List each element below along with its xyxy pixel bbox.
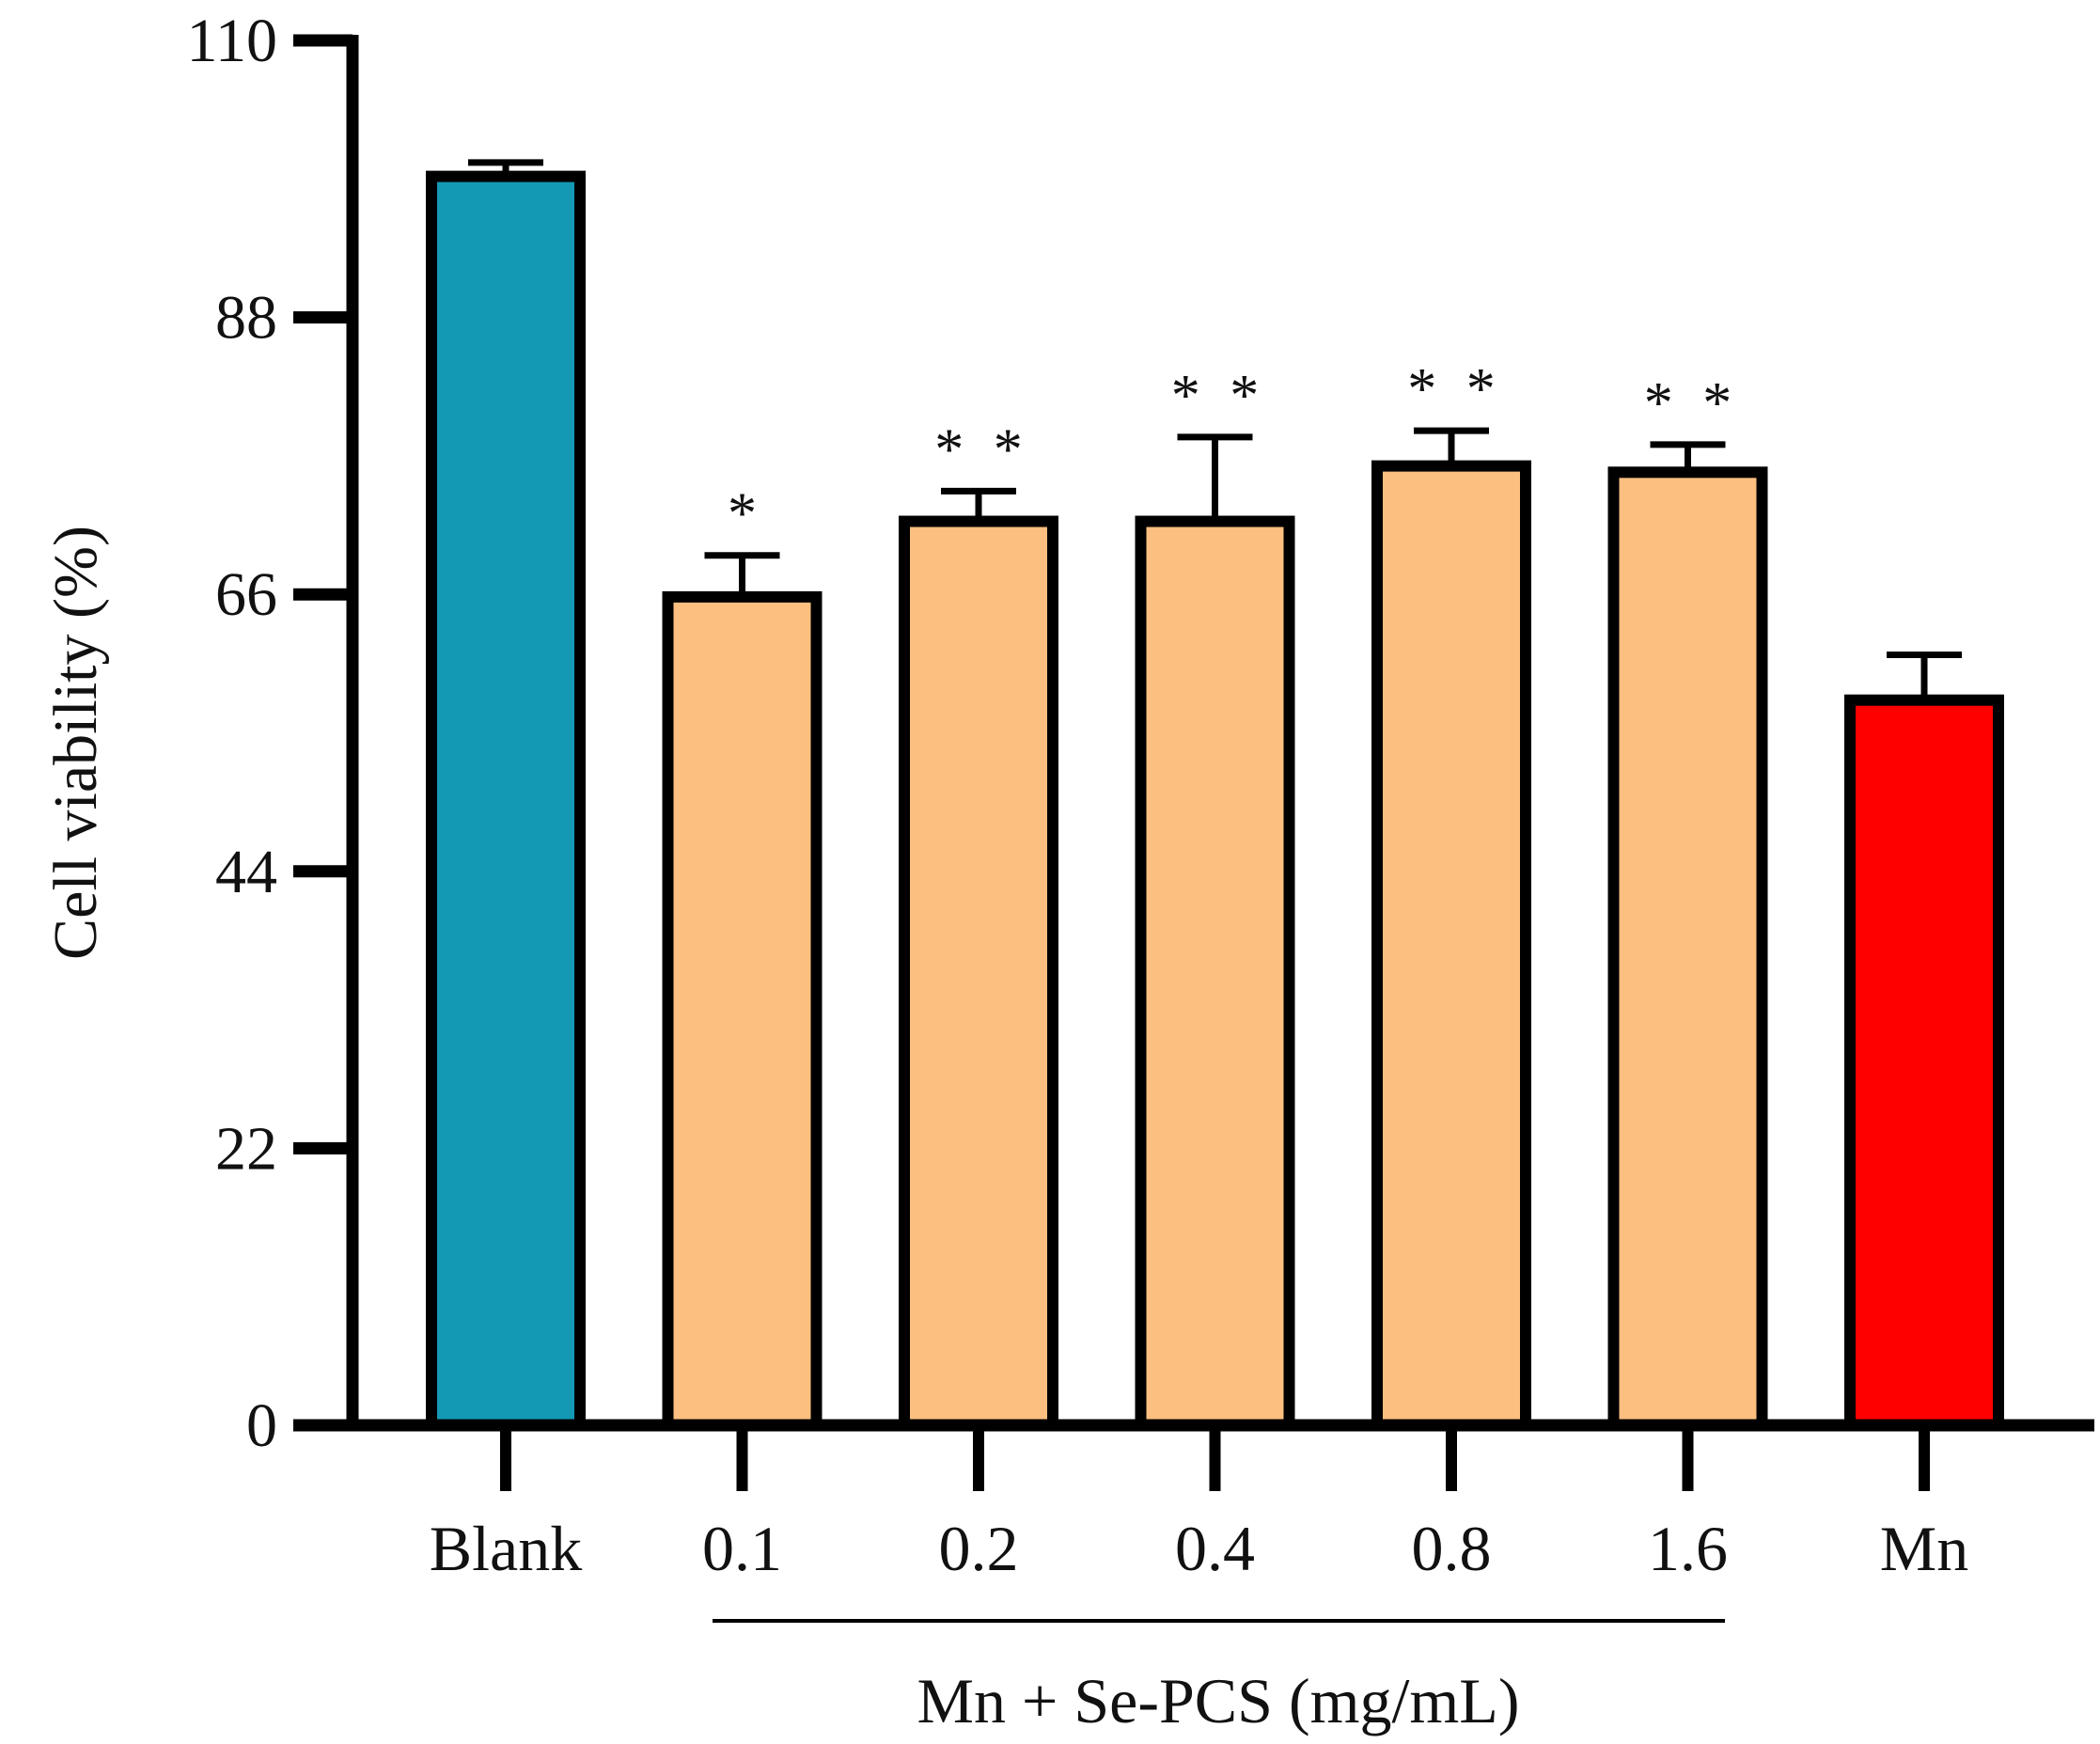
significance-label: * * <box>934 417 1030 481</box>
y-axis-label: Cell viability (%) <box>41 526 110 960</box>
significance-label: * <box>728 482 764 546</box>
group-label: Mn + Se-PCS (mg/mL) <box>917 1665 1520 1736</box>
bar-Blank <box>426 170 586 1431</box>
y-tick-label: 22 <box>215 1114 277 1183</box>
bar-0.2 <box>899 515 1058 1431</box>
x-category-label: 0.4 <box>1175 1513 1255 1584</box>
significance-label: * * <box>1644 371 1740 435</box>
significance-label: * * <box>1171 364 1267 428</box>
x-category-label: Blank <box>430 1513 582 1584</box>
y-tick-label: 0 <box>246 1391 277 1460</box>
bar-0.4 <box>1135 515 1295 1431</box>
y-tick-label: 88 <box>215 284 277 353</box>
x-category-label: 0.8 <box>1412 1513 1492 1584</box>
significance-label: * * <box>1407 357 1503 421</box>
y-tick-label: 44 <box>215 838 277 906</box>
bar-Mn <box>1844 694 2004 1431</box>
x-category-label: 0.1 <box>702 1513 782 1584</box>
y-tick-label: 110 <box>186 7 277 75</box>
bar-1.6 <box>1607 466 1768 1432</box>
bar-0.1 <box>662 590 823 1431</box>
x-category-label: 0.2 <box>939 1513 1019 1584</box>
y-tick-label: 66 <box>215 560 277 629</box>
bar-0.8 <box>1371 460 1531 1431</box>
x-category-label: 1.6 <box>1648 1513 1728 1584</box>
x-category-label: Mn <box>1880 1513 1968 1584</box>
